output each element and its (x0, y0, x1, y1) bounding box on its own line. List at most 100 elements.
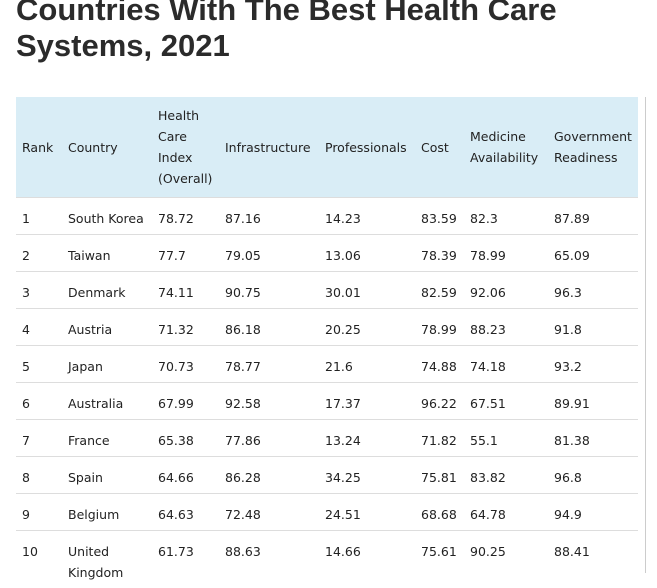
table-cell: 2 (16, 235, 62, 272)
column-header: Health Care Index (Overall) (152, 97, 219, 198)
table-cell: 79.05 (219, 235, 319, 272)
table-cell: Denmark (62, 272, 152, 309)
table-cell: 78.99 (415, 309, 464, 346)
table-cell: 68.68 (415, 494, 464, 531)
table-cell: Japan (62, 346, 152, 383)
table-cell: 13.06 (319, 235, 415, 272)
table-cell: 77.86 (219, 420, 319, 457)
table-cell: 74.88 (415, 346, 464, 383)
page: Countries With The Best Health Care Syst… (0, 0, 657, 573)
table-cell: 88.23 (464, 309, 548, 346)
table-cell: South Korea (62, 198, 152, 235)
table-cell: Australia (62, 383, 152, 420)
table-cell: 92.58 (219, 383, 319, 420)
table-cell: 74.11 (152, 272, 219, 309)
table-cell: 96.3 (548, 272, 638, 309)
table-cell: 6 (16, 383, 62, 420)
table-cell: 65.38 (152, 420, 219, 457)
table-cell: Belgium (62, 494, 152, 531)
table-cell: 83.59 (415, 198, 464, 235)
table-cell: 89.91 (548, 383, 638, 420)
table-cell: United Kingdom (62, 531, 152, 588)
table-cell: 77.7 (152, 235, 219, 272)
table-cell: Taiwan (62, 235, 152, 272)
table-cell: 88.63 (219, 531, 319, 588)
table-cell: 1 (16, 198, 62, 235)
table-cell: 64.66 (152, 457, 219, 494)
table-cell: 81.38 (548, 420, 638, 457)
table-cell: 93.2 (548, 346, 638, 383)
table-cell: 64.63 (152, 494, 219, 531)
column-header: Government Readiness (548, 97, 638, 198)
table-cell: 65.09 (548, 235, 638, 272)
table-cell: 75.61 (415, 531, 464, 588)
table-cell: 10 (16, 531, 62, 588)
table-cell: 72.48 (219, 494, 319, 531)
table-cell: 64.78 (464, 494, 548, 531)
table-cell: 78.99 (464, 235, 548, 272)
table-cell: 9 (16, 494, 62, 531)
table-cell: 7 (16, 420, 62, 457)
table-cell: 83.82 (464, 457, 548, 494)
column-header: Rank (16, 97, 62, 198)
column-header: Infrastructure (219, 97, 319, 198)
table-cell: 3 (16, 272, 62, 309)
table-cell: 90.25 (464, 531, 548, 588)
table-cell: 70.73 (152, 346, 219, 383)
column-header: Professionals (319, 97, 415, 198)
table-cell: 78.77 (219, 346, 319, 383)
table-cell: 90.75 (219, 272, 319, 309)
table-cell: 91.8 (548, 309, 638, 346)
table-cell: France (62, 420, 152, 457)
table-cell: 61.73 (152, 531, 219, 588)
scroll-edge (645, 97, 646, 573)
table-cell: 24.51 (319, 494, 415, 531)
table-cell: 88.41 (548, 531, 638, 588)
table-cell: 14.23 (319, 198, 415, 235)
table-cell: 17.37 (319, 383, 415, 420)
table-cell: 71.82 (415, 420, 464, 457)
table-cell: 94.9 (548, 494, 638, 531)
table-cell: 87.16 (219, 198, 319, 235)
table-cell: 71.32 (152, 309, 219, 346)
table-cell: 96.8 (548, 457, 638, 494)
table-cell: Spain (62, 457, 152, 494)
column-header: Country (62, 97, 152, 198)
table-cell: 5 (16, 346, 62, 383)
table-cell: 13.24 (319, 420, 415, 457)
table-cell: 21.6 (319, 346, 415, 383)
table-cell: 78.72 (152, 198, 219, 235)
table-cell: 67.51 (464, 383, 548, 420)
table-cell: Austria (62, 309, 152, 346)
table-cell: 20.25 (319, 309, 415, 346)
table-cell: 30.01 (319, 272, 415, 309)
page-title: Countries With The Best Health Care Syst… (16, 0, 646, 64)
table-cell: 55.1 (464, 420, 548, 457)
table-cell: 87.89 (548, 198, 638, 235)
table-cell: 75.81 (415, 457, 464, 494)
table-cell: 8 (16, 457, 62, 494)
column-header: Medicine Availability (464, 97, 548, 198)
column-header: Cost (415, 97, 464, 198)
table-cell: 82.3 (464, 198, 548, 235)
table-cell: 86.18 (219, 309, 319, 346)
table-cell: 82.59 (415, 272, 464, 309)
table-cell: 67.99 (152, 383, 219, 420)
table-cell: 92.06 (464, 272, 548, 309)
table-cell: 74.18 (464, 346, 548, 383)
table-cell: 96.22 (415, 383, 464, 420)
table-cell: 86.28 (219, 457, 319, 494)
table-cell: 14.66 (319, 531, 415, 588)
